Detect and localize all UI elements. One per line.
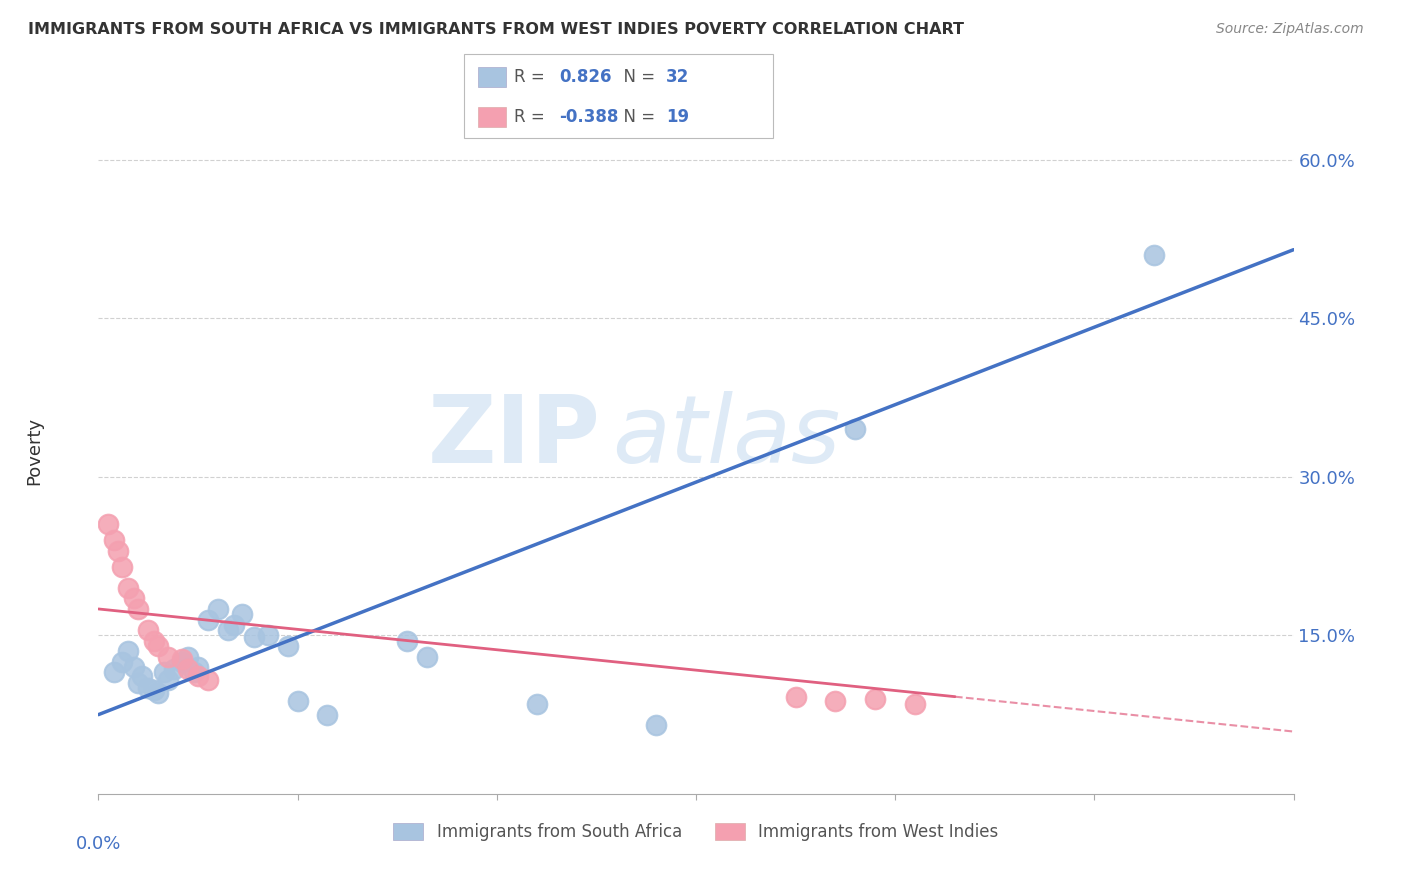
Point xyxy=(163,662,186,676)
Point xyxy=(103,665,125,680)
Point xyxy=(865,691,887,706)
Text: 32: 32 xyxy=(666,69,689,87)
Point xyxy=(157,649,180,664)
Point xyxy=(287,694,309,708)
Point xyxy=(222,617,245,632)
Point xyxy=(111,559,134,574)
Point xyxy=(416,649,439,664)
Point xyxy=(785,690,807,704)
Point xyxy=(103,533,125,548)
Point xyxy=(187,660,209,674)
Point xyxy=(277,639,299,653)
Point xyxy=(143,683,166,698)
Text: -0.388: -0.388 xyxy=(560,108,619,126)
Point xyxy=(157,673,180,687)
Point xyxy=(231,607,253,622)
Point xyxy=(824,694,846,708)
Point xyxy=(904,697,927,711)
Point xyxy=(148,686,170,700)
Point xyxy=(183,665,205,680)
Point xyxy=(177,649,200,664)
Point xyxy=(645,718,668,732)
Text: ZIP: ZIP xyxy=(427,391,600,483)
Point xyxy=(136,681,159,696)
Text: Source: ZipAtlas.com: Source: ZipAtlas.com xyxy=(1216,22,1364,37)
Text: N =: N = xyxy=(613,108,659,126)
Point xyxy=(396,633,419,648)
Point xyxy=(316,707,339,722)
Point xyxy=(97,517,120,532)
Point xyxy=(526,697,548,711)
Point xyxy=(177,662,200,676)
Text: 0.826: 0.826 xyxy=(560,69,612,87)
Point xyxy=(117,581,139,595)
Point xyxy=(117,644,139,658)
Point xyxy=(243,631,266,645)
Point xyxy=(187,668,209,682)
Point xyxy=(148,639,170,653)
Text: 19: 19 xyxy=(666,108,689,126)
Y-axis label: Poverty: Poverty xyxy=(25,417,42,484)
Point xyxy=(217,623,239,637)
Point xyxy=(197,613,219,627)
Text: IMMIGRANTS FROM SOUTH AFRICA VS IMMIGRANTS FROM WEST INDIES POVERTY CORRELATION : IMMIGRANTS FROM SOUTH AFRICA VS IMMIGRAN… xyxy=(28,22,965,37)
Point xyxy=(844,422,866,436)
Point xyxy=(197,673,219,687)
Point xyxy=(127,602,149,616)
Point xyxy=(153,665,176,680)
Point xyxy=(124,591,146,606)
Point xyxy=(172,651,194,665)
Point xyxy=(111,655,134,669)
Point xyxy=(131,668,153,682)
Point xyxy=(172,655,194,669)
Text: atlas: atlas xyxy=(613,392,841,483)
Text: 0.0%: 0.0% xyxy=(76,835,121,853)
Text: R =: R = xyxy=(515,69,550,87)
Point xyxy=(207,602,229,616)
Point xyxy=(107,544,129,558)
Point xyxy=(256,628,278,642)
Point xyxy=(143,633,166,648)
Text: R =: R = xyxy=(515,108,550,126)
Point xyxy=(127,676,149,690)
Legend: Immigrants from South Africa, Immigrants from West Indies: Immigrants from South Africa, Immigrants… xyxy=(387,816,1005,847)
Point xyxy=(136,623,159,637)
Point xyxy=(1143,248,1166,262)
Text: N =: N = xyxy=(613,69,659,87)
Point xyxy=(124,660,146,674)
